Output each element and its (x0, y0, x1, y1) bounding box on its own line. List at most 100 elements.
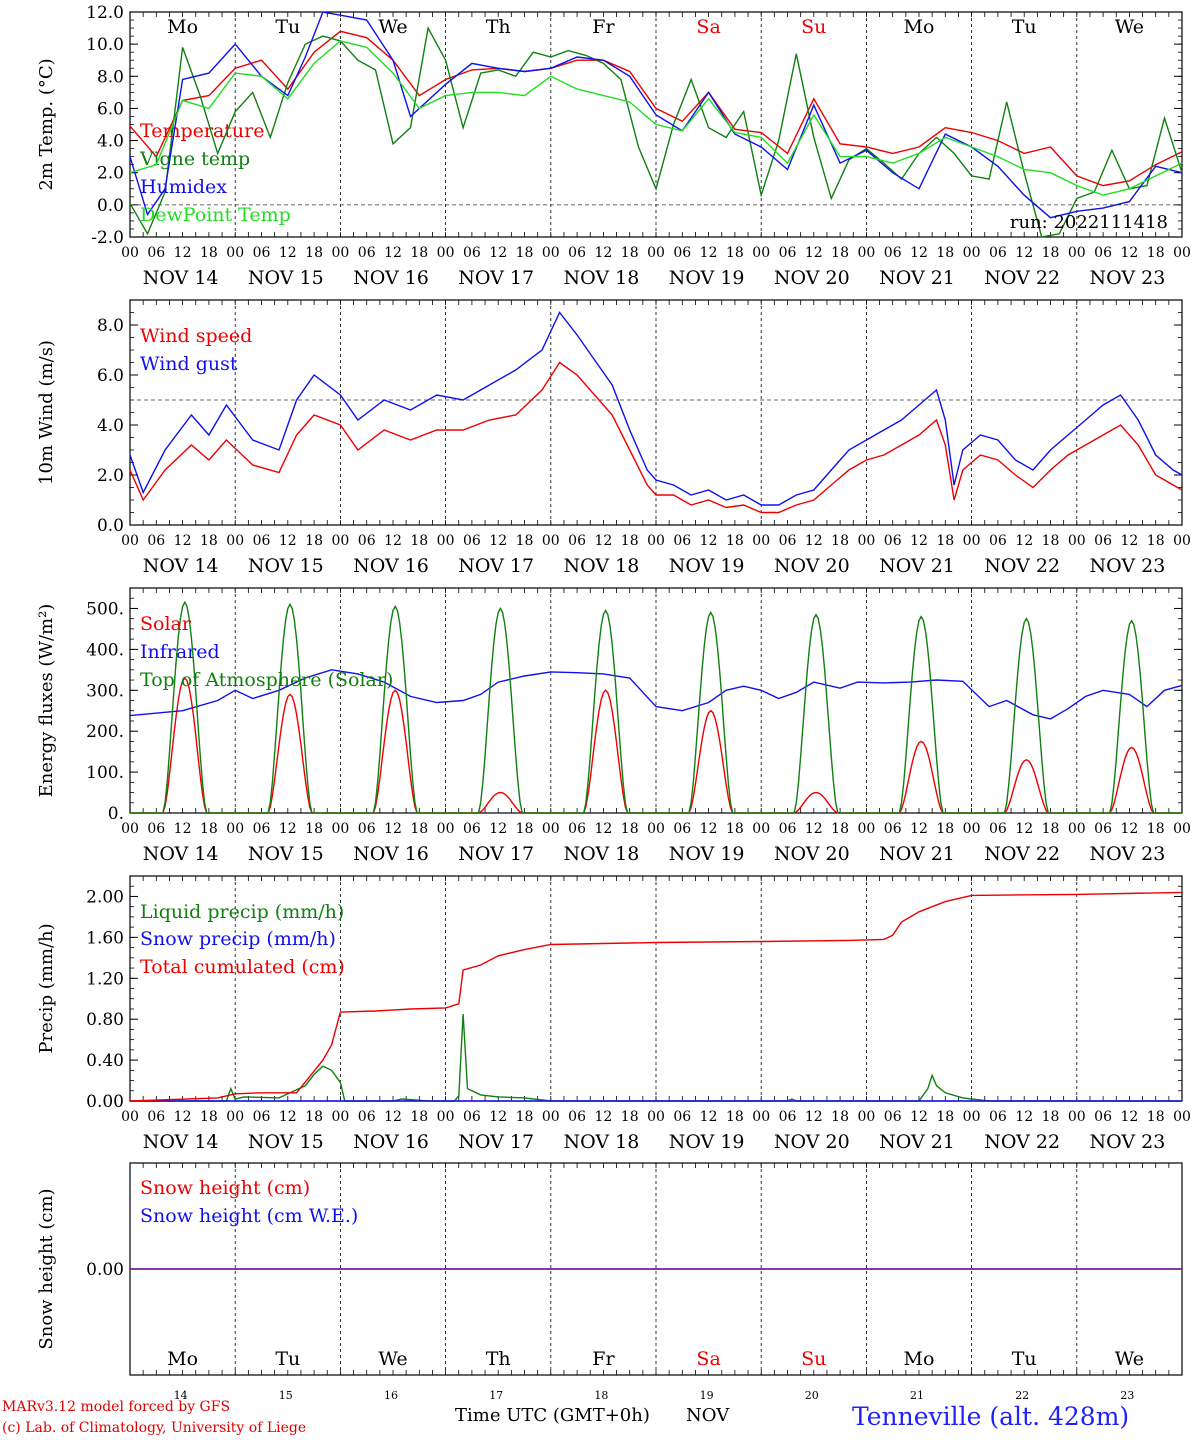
weekday-label: Su (801, 16, 826, 38)
hour-tick-label: 18 (726, 821, 744, 837)
hour-tick-label: 12 (279, 245, 297, 261)
hour-tick-label: 18 (410, 245, 428, 261)
hour-tick-label: 00 (752, 245, 770, 261)
station-name: Tenneville (alt. 428m) (852, 1402, 1130, 1431)
hour-tick-label: 18 (1042, 245, 1060, 261)
hour-tick-label: 06 (779, 245, 797, 261)
hour-tick-label: 00 (542, 1109, 560, 1125)
hour-tick-label: 12 (805, 821, 823, 837)
hour-tick-label: 00 (963, 1109, 981, 1125)
hour-tick-label: 18 (1042, 533, 1060, 549)
date-label: NOV 17 (458, 555, 534, 577)
y-tick-label: 300. (86, 681, 124, 701)
hour-tick-label: 18 (726, 1109, 744, 1125)
hour-tick-label: 12 (489, 533, 507, 549)
date-label: NOV 17 (458, 267, 534, 289)
legend-entry: Vigne temp (139, 148, 250, 170)
hour-tick-label: 18 (200, 533, 218, 549)
weekday-label: We (1115, 16, 1144, 38)
hour-tick-label: 00 (963, 821, 981, 837)
weekday-label: Fr (592, 16, 615, 38)
date-label: NOV 22 (984, 1131, 1060, 1153)
hour-tick-label: 00 (121, 821, 139, 837)
y-tick-label: 1.60 (86, 928, 124, 948)
hour-tick-label: 00 (857, 245, 875, 261)
hour-tick-label: 06 (463, 533, 481, 549)
hour-tick-label: 06 (1094, 533, 1112, 549)
hour-tick-label: 00 (647, 821, 665, 837)
hour-tick-label: 18 (831, 245, 849, 261)
date-label: NOV 16 (353, 843, 429, 865)
hour-tick-label: 00 (752, 1109, 770, 1125)
hour-tick-label: 12 (594, 245, 612, 261)
hour-tick-label: 12 (279, 1109, 297, 1125)
hour-tick-label: 18 (936, 245, 954, 261)
hour-tick-label: 18 (516, 1109, 534, 1125)
hour-tick-label: 12 (805, 245, 823, 261)
y-axis-label: Precip (mm/h) (36, 923, 57, 1053)
legend-entry: Liquid precip (mm/h) (140, 901, 344, 923)
date-label: NOV 23 (1089, 267, 1165, 289)
hour-tick-label: 12 (1015, 533, 1033, 549)
date-label: NOV 22 (984, 843, 1060, 865)
y-tick-label: 0.80 (86, 1010, 124, 1030)
y-tick-label: 500. (86, 599, 124, 619)
date-label: NOV 19 (669, 555, 745, 577)
hour-tick-label: 06 (147, 1109, 165, 1125)
legend-entry: Top of Atmosphere (Solar) (140, 669, 393, 691)
hour-tick-label: 06 (1094, 821, 1112, 837)
legend-entry: Infrared (140, 641, 220, 663)
date-label: NOV 21 (879, 555, 955, 577)
hour-tick-label: 00 (647, 245, 665, 261)
date-label: NOV 20 (774, 1131, 850, 1153)
hour-tick-label: 06 (989, 1109, 1007, 1125)
x-axis-title: Time UTC (GMT+0h) (455, 1405, 650, 1426)
hour-tick-label: 06 (568, 821, 586, 837)
weekday-label: Th (486, 16, 511, 38)
hour-tick-label: 06 (358, 821, 376, 837)
hour-tick-label: 12 (1120, 245, 1138, 261)
y-tick-label: 12.0 (86, 3, 124, 23)
y-tick-label: 1.20 (86, 969, 124, 989)
hour-tick-label: 06 (253, 1109, 271, 1125)
hour-tick-label: 00 (542, 245, 560, 261)
y-tick-label: 0.0 (97, 516, 124, 536)
hour-tick-label: 06 (253, 821, 271, 837)
weekday-label: Su (801, 1348, 826, 1370)
hour-tick-label: 12 (594, 533, 612, 549)
hour-tick-label: 12 (1120, 821, 1138, 837)
y-axis-label: 2m Temp. (°C) (36, 58, 57, 190)
day-number-label: 18 (594, 1389, 608, 1402)
y-axis-label: Energy fluxes (W/m²) (36, 604, 57, 798)
y-tick-label: 6.0 (97, 99, 124, 119)
hour-tick-label: 18 (621, 1109, 639, 1125)
hour-tick-label: 00 (437, 533, 455, 549)
x-axis-month: NOV (686, 1405, 730, 1426)
date-label: NOV 18 (563, 267, 639, 289)
date-label: NOV 16 (353, 555, 429, 577)
hour-tick-label: 00 (121, 1109, 139, 1125)
y-tick-label: 0.00 (86, 1092, 124, 1112)
hour-tick-label: 12 (489, 1109, 507, 1125)
date-label: NOV 17 (458, 843, 534, 865)
hour-tick-label: 06 (463, 821, 481, 837)
day-number-label: 23 (1120, 1389, 1134, 1402)
date-label: NOV 23 (1089, 555, 1165, 577)
date-label: NOV 22 (984, 555, 1060, 577)
hour-tick-label: 12 (174, 1109, 192, 1125)
hour-tick-label: 00 (226, 1109, 244, 1125)
hour-tick-label: 06 (253, 533, 271, 549)
series-line-vigne-temp (129, 26, 1183, 238)
hour-tick-label: 00 (331, 533, 349, 549)
hour-tick-label: 12 (700, 533, 718, 549)
date-label: NOV 20 (774, 843, 850, 865)
y-tick-label: 400. (86, 640, 124, 660)
hour-tick-label: 12 (384, 821, 402, 837)
date-label: NOV 15 (248, 843, 324, 865)
hour-tick-label: 00 (226, 533, 244, 549)
hour-tick-label: 00 (1068, 821, 1086, 837)
hour-tick-label: 12 (489, 821, 507, 837)
hour-tick-label: 12 (910, 533, 928, 549)
hour-tick-label: 00 (1173, 1109, 1191, 1125)
series-line-humidex (129, 11, 1183, 219)
